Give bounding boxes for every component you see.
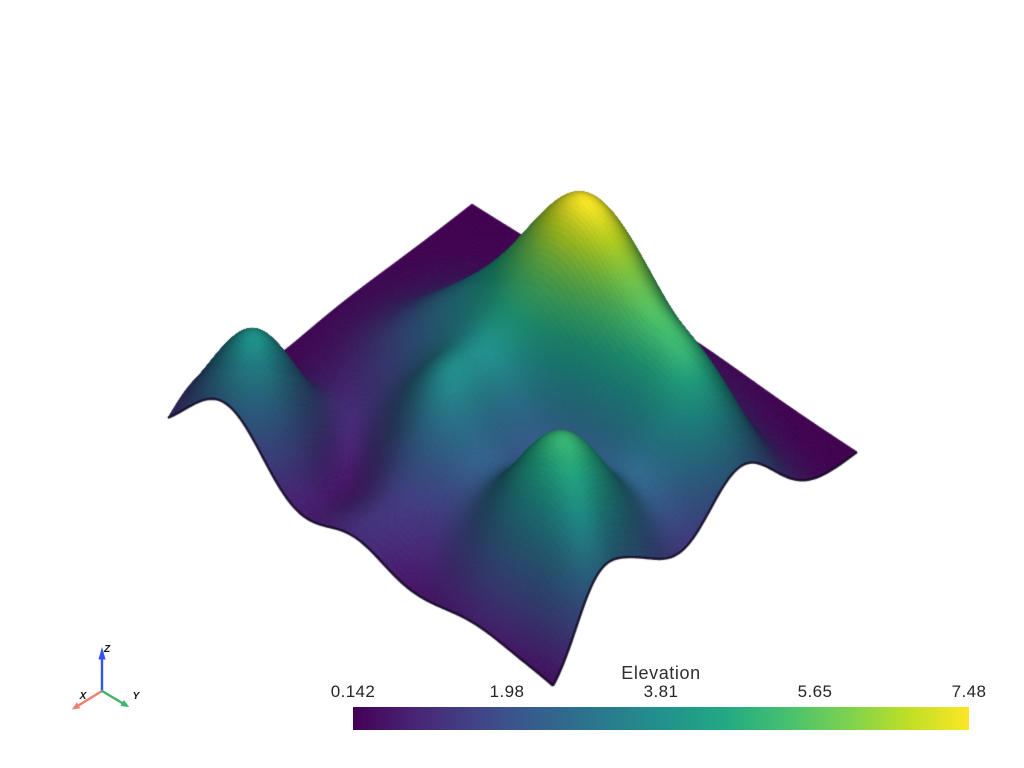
colorbar-tick-label: 5.65 (797, 682, 833, 701)
x-axis-label: X (79, 691, 88, 702)
x-axis-arrowhead (71, 702, 81, 710)
orientation-axes-widget[interactable]: Z X Y (50, 634, 150, 724)
colorbar-tick-label: 3.81 (643, 682, 679, 701)
colorbar-tick-label: 1.98 (489, 682, 525, 701)
colorbar: Elevation 0.142 1.98 3.81 5.65 7.48 (331, 663, 986, 730)
colorbar-tick-label: 7.48 (951, 682, 987, 701)
y-axis-arrowhead (120, 700, 130, 707)
y-axis-label: Y (133, 691, 141, 702)
z-axis-arrowhead (98, 647, 106, 660)
colorbar-gradient-bar (353, 707, 969, 730)
colorbar-title: Elevation (621, 663, 701, 683)
x-axis-arrow (77, 689, 104, 707)
z-axis-label: Z (103, 644, 111, 655)
y-axis-arrow (100, 689, 124, 705)
colorbar-tick-label: 0.142 (330, 682, 376, 701)
